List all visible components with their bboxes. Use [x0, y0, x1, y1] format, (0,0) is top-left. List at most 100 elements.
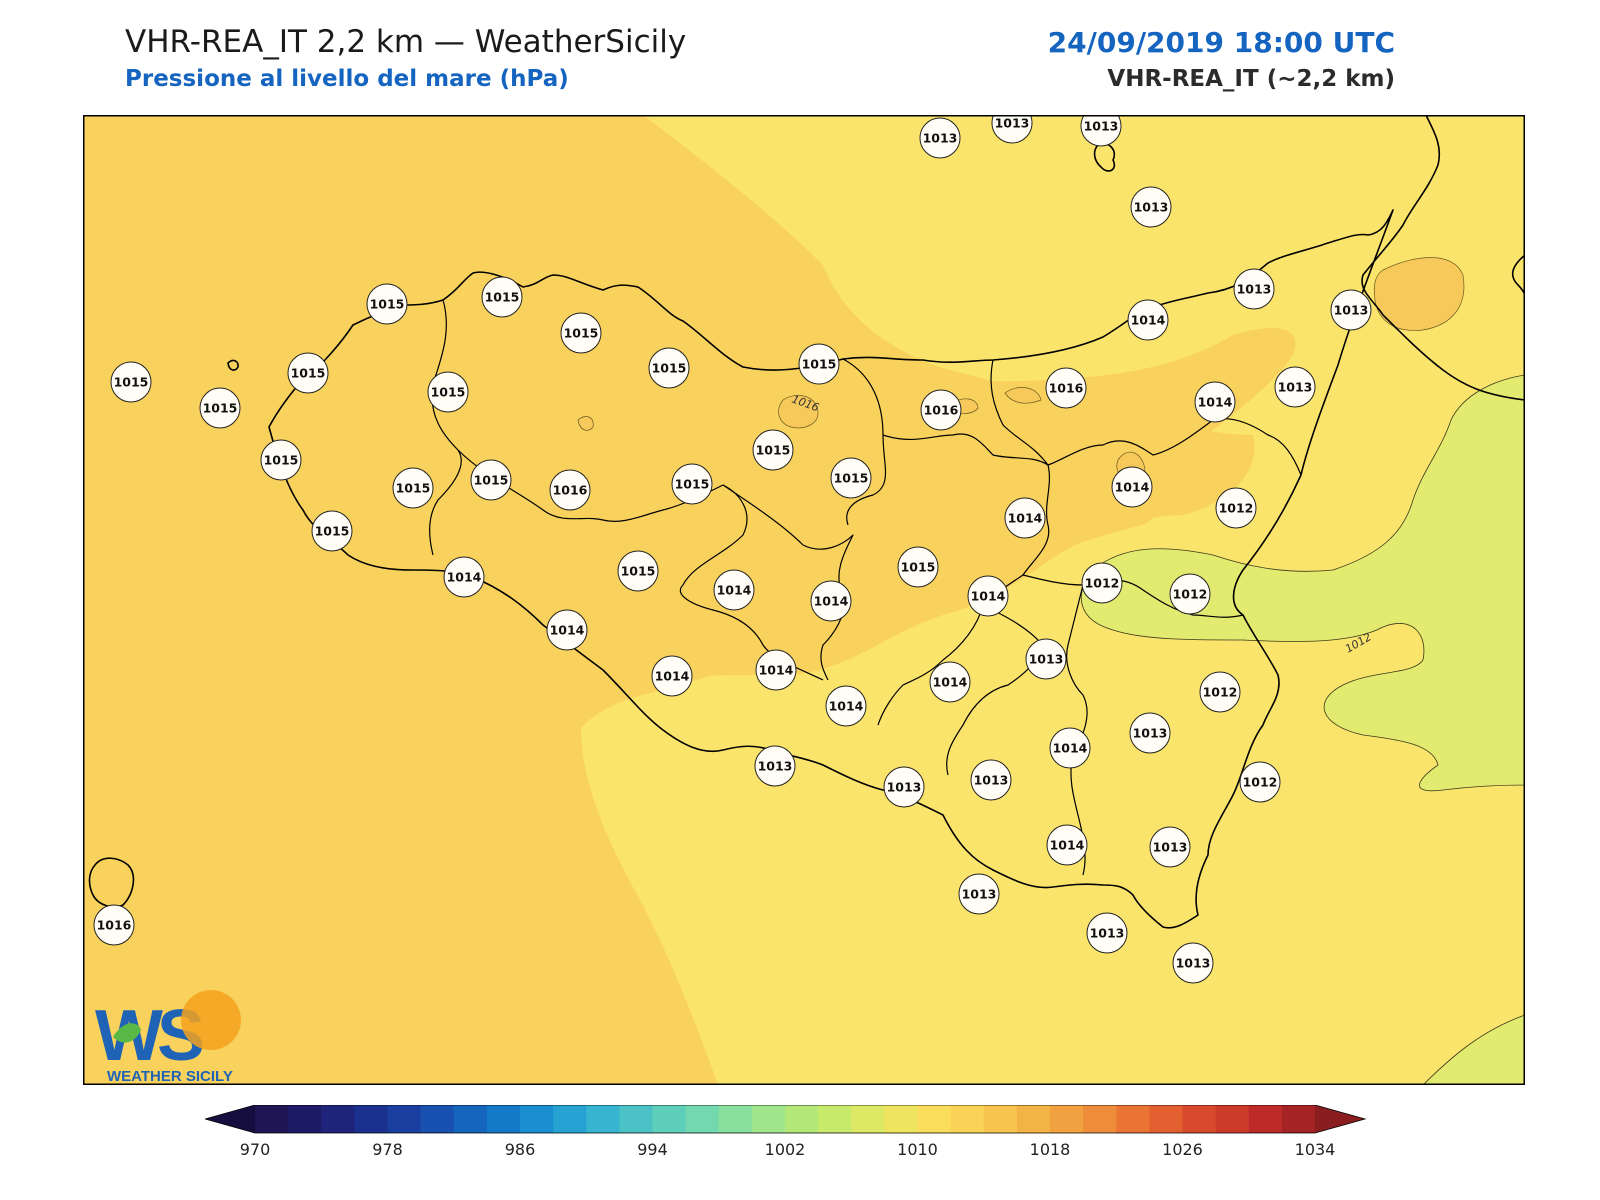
colorbar-cell	[1050, 1105, 1084, 1133]
colorbar-cell	[1083, 1105, 1117, 1133]
colorbar-cell	[917, 1105, 952, 1133]
colorbar-ticks: 970 978 986 994 1002 1010 1018 1026 1034	[240, 1140, 1336, 1159]
pressure-map: 1016 1016 1012 1013 1013 1013 1013 1013 1013 1…	[83, 115, 1525, 1085]
station-circle	[1172, 942, 1214, 984]
station-circle	[1004, 497, 1046, 539]
station-marker: 1015	[366, 283, 408, 325]
station-marker: 1015	[617, 550, 659, 592]
station-value: 1014	[655, 669, 690, 684]
station-circle	[1049, 727, 1091, 769]
station-marker: 1015	[560, 312, 602, 354]
station-marker: 1013	[958, 873, 1000, 915]
station-marker: 1014	[713, 569, 755, 611]
station-circle	[919, 117, 961, 159]
station-circle	[260, 439, 302, 481]
boundary-trapani-palermo	[429, 299, 462, 556]
colorbar-tick-label: 986	[505, 1140, 536, 1159]
station-marker: 1014	[651, 655, 693, 697]
station-circle	[617, 550, 659, 592]
station-circle	[1199, 671, 1241, 713]
station-value: 1015	[264, 453, 299, 468]
station-marker: 1013	[1233, 268, 1275, 310]
station-value: 1014	[1115, 480, 1150, 495]
boundary-catania-messina	[990, 359, 1302, 476]
colorbar-cell	[453, 1105, 488, 1133]
station-marker: 1013	[1130, 186, 1172, 228]
station-circle	[929, 661, 971, 703]
station-marker: 1014	[1049, 727, 1091, 769]
colorbar-cell	[387, 1105, 422, 1133]
station-marker: 1013	[1080, 115, 1122, 147]
colorbar-tick-label: 978	[372, 1140, 403, 1159]
colorbar-cell	[354, 1105, 388, 1133]
boundary-enna	[877, 433, 1051, 726]
colorbar-cell	[619, 1105, 653, 1133]
colorbar-cell	[1281, 1105, 1316, 1133]
station-marker: 1014	[929, 661, 971, 703]
station-value: 1015	[901, 560, 936, 575]
station-circle	[549, 469, 591, 511]
station-value: 1014	[759, 663, 794, 678]
station-marker: 1014	[1004, 497, 1046, 539]
colorbar-tick-label: 1034	[1295, 1140, 1336, 1159]
station-circle	[1194, 381, 1236, 423]
colorbar-under-arrow	[205, 1105, 255, 1133]
station-circle	[1149, 826, 1191, 868]
station-marker: 1015	[311, 510, 353, 552]
station-value: 1016	[553, 483, 588, 498]
station-circle	[481, 276, 523, 318]
coastline	[88, 115, 1525, 929]
station-circle	[1129, 712, 1171, 754]
boundary-palermo-agrigento	[457, 449, 824, 681]
station-value: 1014	[1131, 313, 1166, 328]
station-circle	[470, 459, 512, 501]
station-marker: 1013	[991, 115, 1033, 144]
station-value: 1014	[1053, 741, 1088, 756]
station-value: 1013	[923, 131, 958, 146]
station-value: 1012	[1219, 501, 1254, 516]
station-circle	[110, 361, 152, 403]
station-value: 1012	[1173, 587, 1208, 602]
station-value: 1013	[1090, 926, 1125, 941]
pantelleria-island	[88, 857, 135, 908]
logo-leaf-icon	[113, 1023, 141, 1043]
colorbar-cell	[818, 1105, 852, 1133]
station-value: 1013	[1029, 652, 1064, 667]
station-circle	[958, 873, 1000, 915]
valid-datetime: 24/09/2019 18:00 UTC	[1047, 26, 1395, 59]
province-boundaries	[429, 299, 1302, 876]
colorbar-cell	[1016, 1105, 1051, 1133]
station-marker: 1014	[810, 580, 852, 622]
colorbar-cell	[553, 1105, 587, 1133]
station-marker: 1015	[752, 429, 794, 471]
station-circle	[970, 759, 1012, 801]
station-circle	[897, 546, 939, 588]
station-marker: 1015	[481, 276, 523, 318]
colorbar-cell	[1116, 1105, 1150, 1133]
station-circle	[830, 457, 872, 499]
station-circle	[967, 575, 1009, 617]
field-1016-patch-2	[778, 395, 819, 429]
colorbar-tick-label: 1018	[1030, 1140, 1071, 1159]
station-marker: 1014	[546, 609, 588, 651]
station-circle	[713, 569, 755, 611]
station-value: 1014	[933, 675, 968, 690]
station-marker: 1013	[1025, 638, 1067, 680]
station-marker: 1012	[1081, 562, 1123, 604]
model-label: VHR-REA_IT (~2,2 km)	[1107, 66, 1395, 92]
colorbar-tick-label: 1026	[1162, 1140, 1203, 1159]
station-marker: 1015	[648, 347, 690, 389]
station-value: 1015	[652, 361, 687, 376]
station-value: 1016	[97, 918, 132, 933]
station-circle	[883, 766, 925, 808]
station-marker: 1015	[110, 361, 152, 403]
colorbar-cell	[983, 1105, 1018, 1133]
station-circle	[651, 655, 693, 697]
boundary-palermo-caltanissetta	[722, 484, 854, 681]
station-circle	[648, 347, 690, 389]
colorbar-cell	[851, 1105, 885, 1133]
station-circle	[199, 387, 241, 429]
station-value: 1015	[396, 481, 431, 496]
station-value: 1014	[550, 623, 585, 638]
station-circle	[287, 352, 329, 394]
